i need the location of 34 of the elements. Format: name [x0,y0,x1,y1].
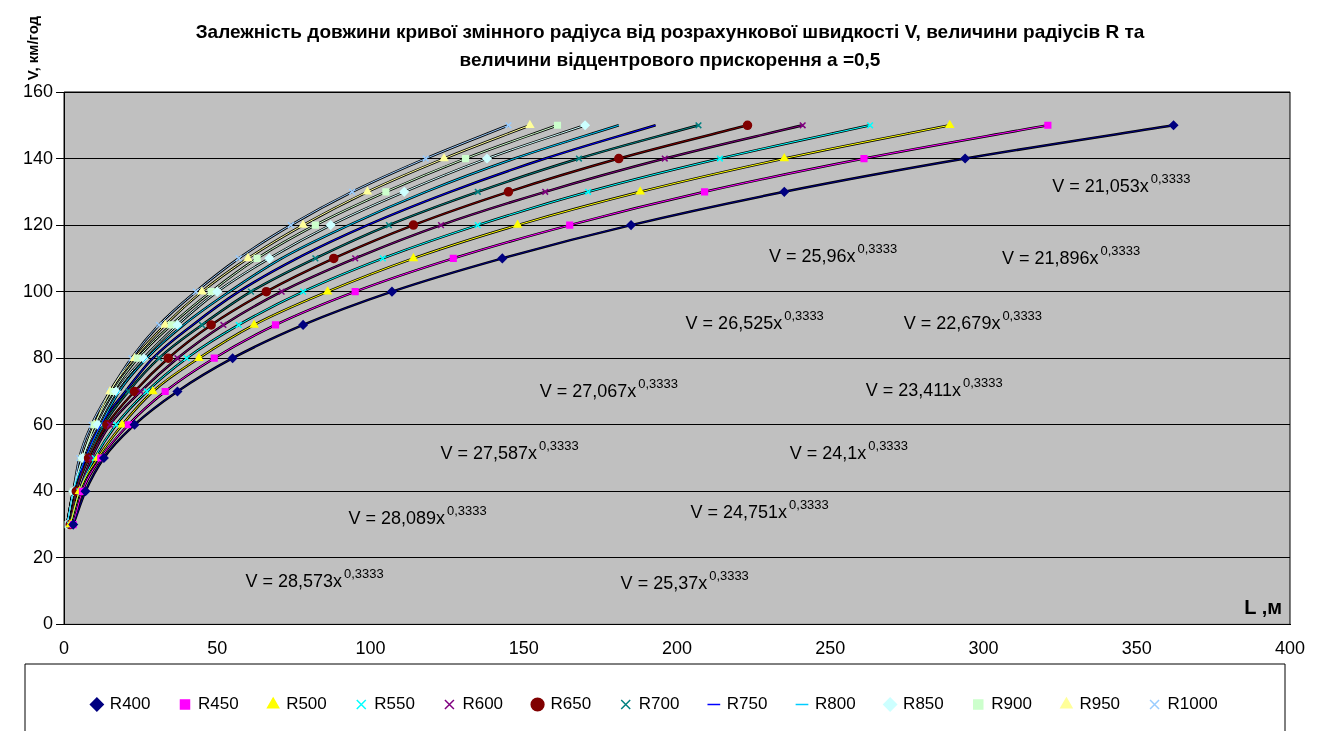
x-tick-label: 400 [1274,638,1306,659]
x-tick-label: 100 [355,638,386,659]
legend-label: R450 [198,694,239,714]
legend-label: R800 [814,694,856,714]
x-tick-label: 0 [59,638,70,659]
y-tick-label: 20 [33,546,54,567]
legend-label: R700 [638,694,680,714]
legend-label: R550 [374,694,415,714]
x-tick-label: 250 [815,638,846,659]
legend-label: R650 [550,694,592,714]
y-tick-label: 100 [22,280,54,301]
y-tick-label: 0 [43,613,54,634]
x-tick-label: 50 [207,638,228,659]
y-tick-label: 140 [22,147,54,168]
legend-label: R850 [903,694,944,714]
y-tick-label: 60 [33,413,54,434]
legend-label: R500 [286,694,327,714]
x-tick-label: 150 [508,638,539,659]
x-axis-title: L ,м [1244,596,1282,619]
y-tick-label: 40 [33,480,54,501]
y-tick-label: 120 [22,214,54,235]
legend-label: R600 [462,694,504,714]
x-tick-label: 300 [968,638,999,659]
y-axis-title: V, км/год [24,15,41,81]
legend-label: R400 [109,694,151,714]
x-tick-label: 200 [661,638,693,659]
legend-label: R750 [726,694,768,714]
y-tick-label: 160 [22,80,54,101]
chart-title: Залежність довжини кривої змінного радіуса від розрахункової швидкості V, величини радіусів R та величини відцентрового прискорення a =0,5 [194,20,1146,72]
legend-label: R900 [991,694,1032,714]
x-tick-label: 350 [1121,638,1152,659]
y-tick-label: 80 [33,347,54,368]
legend-label: R1000 [1167,694,1218,714]
legend-label: R950 [1079,694,1121,714]
